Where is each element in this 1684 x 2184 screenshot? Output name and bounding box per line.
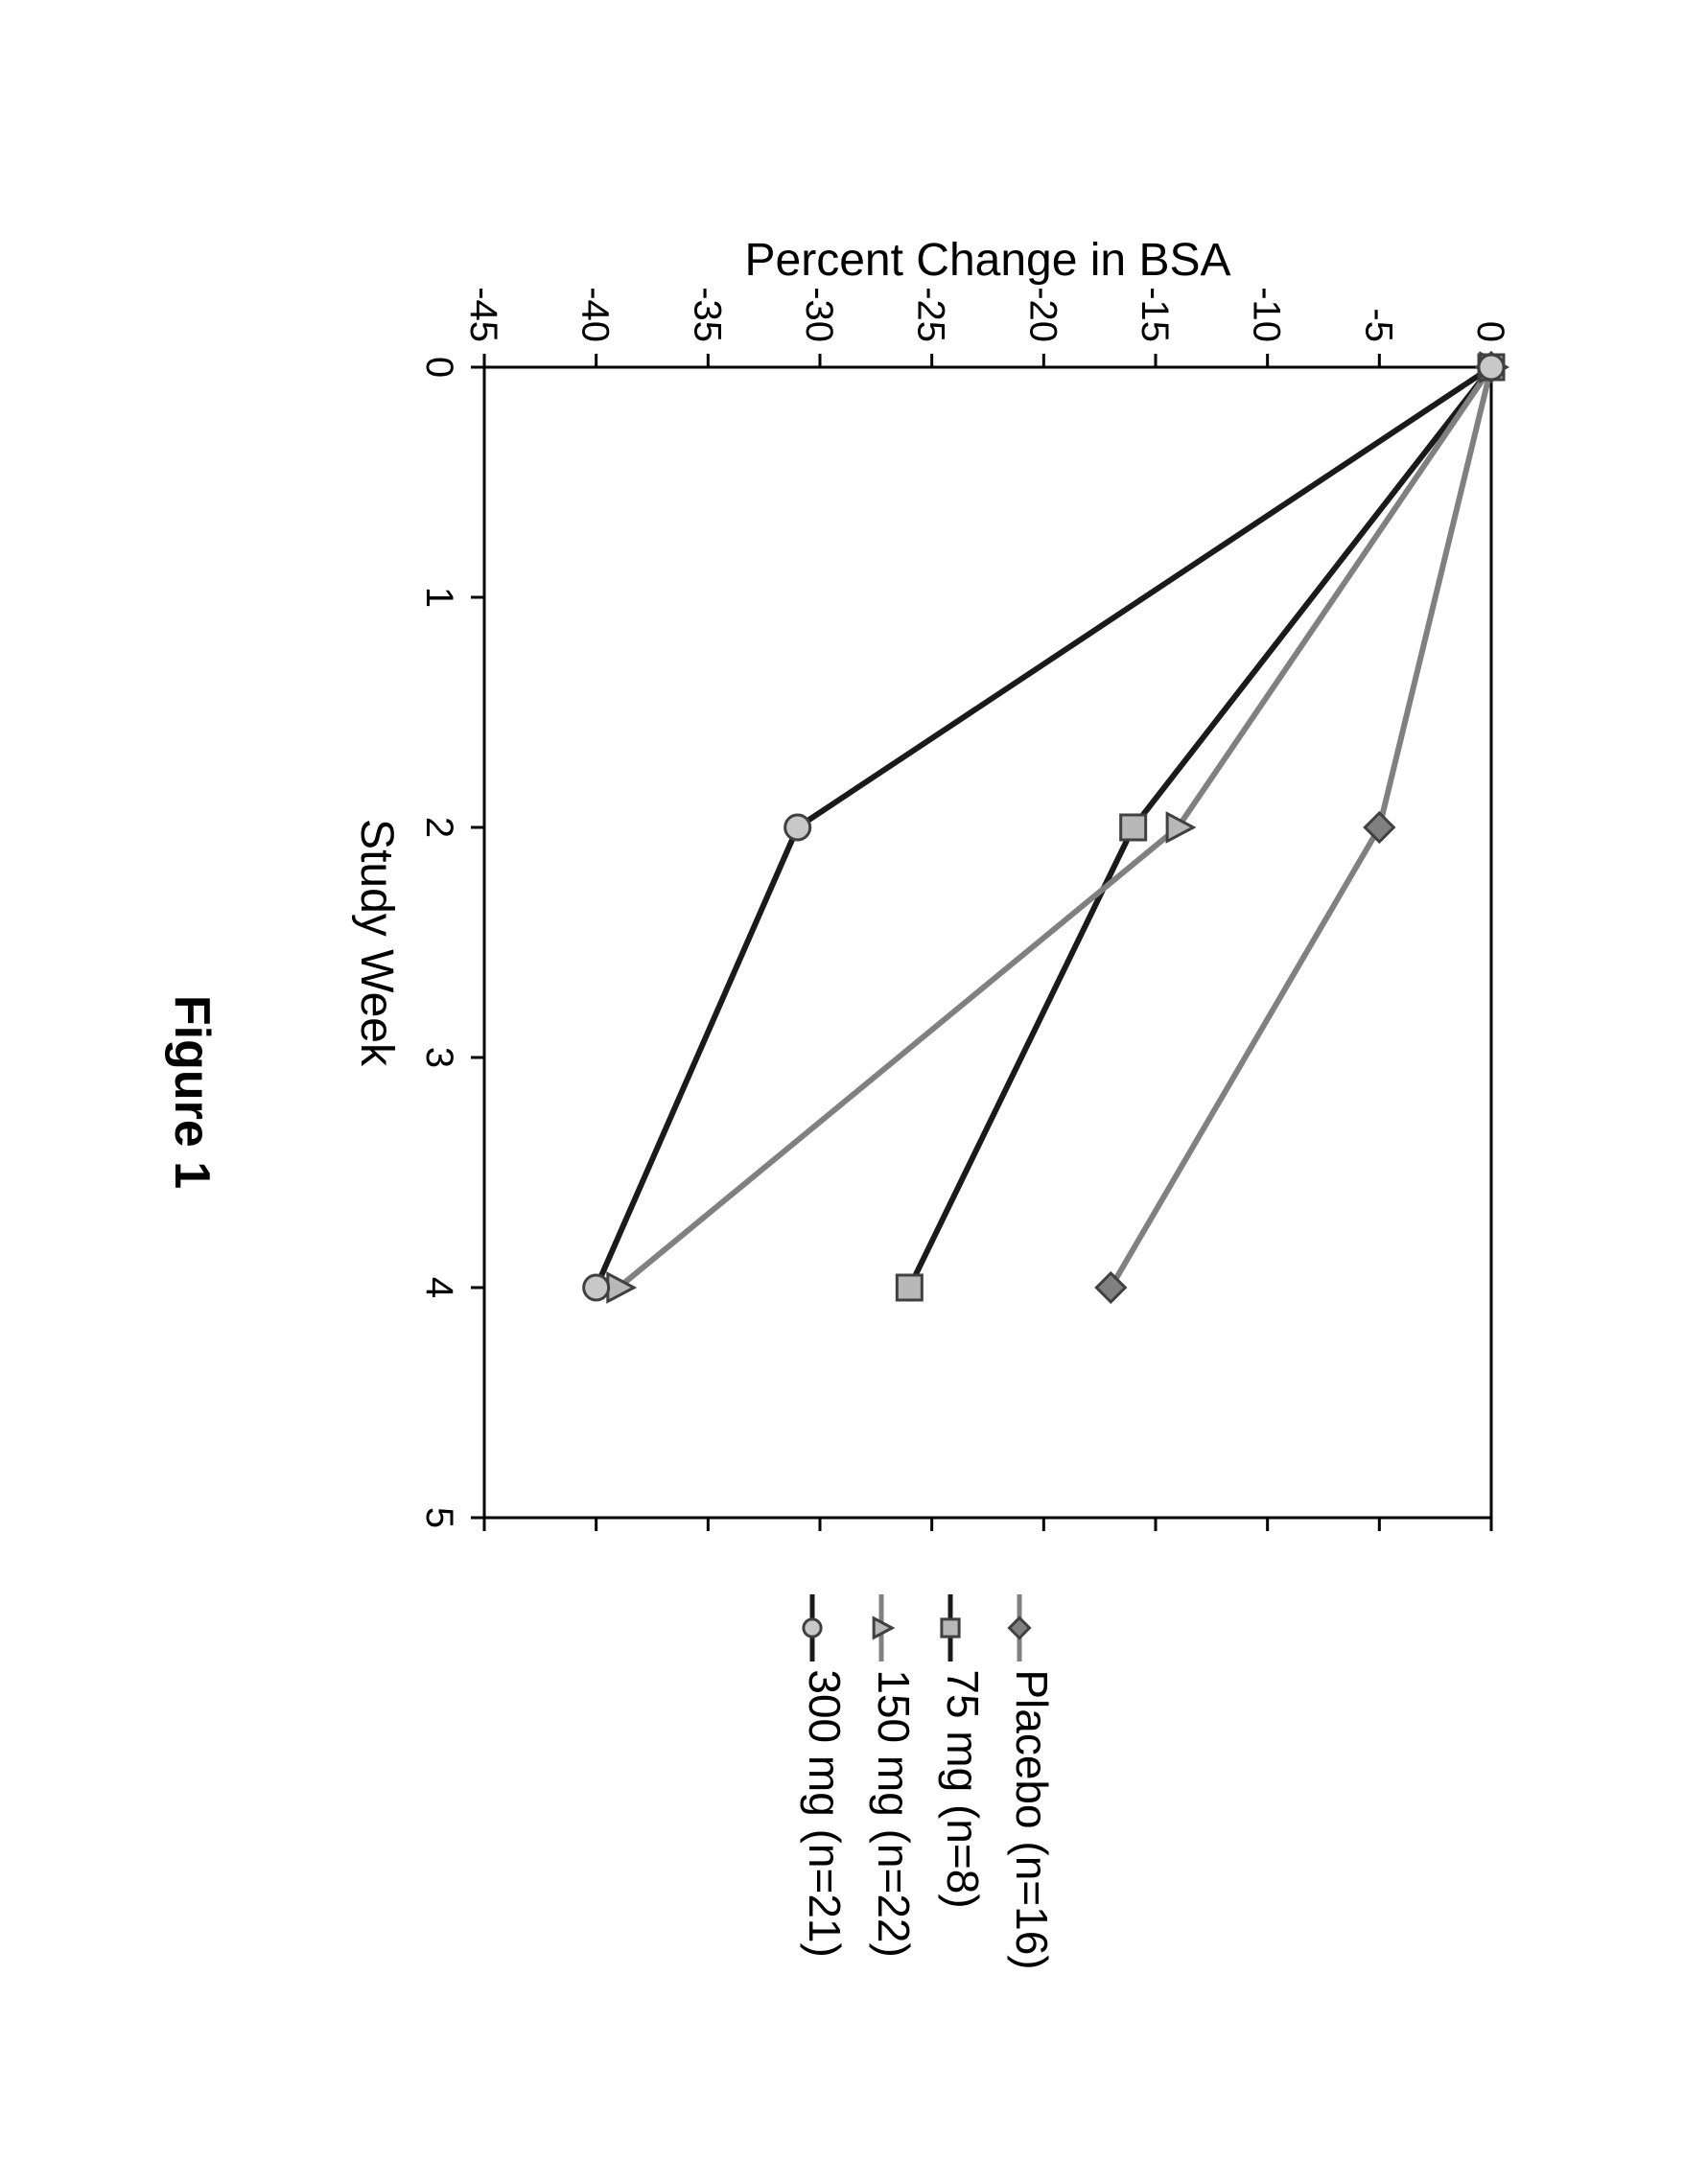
- line-chart: 0 1 2 3 4 5 0 -5 -10 -15 -20 -25 -30 -35 -40 -45 Study W…: [337, 214, 1521, 1537]
- svg-text:0: 0: [419, 357, 461, 378]
- legend-label: Placebo (n=16): [1006, 1669, 1058, 1969]
- svg-text:-10: -10: [1246, 288, 1288, 343]
- svg-text:-15: -15: [1134, 288, 1177, 343]
- svg-text:5: 5: [419, 1507, 461, 1528]
- rotated-wrapper: 0 1 2 3 4 5 0 -5 -10 -15 -20 -25 -30 -35 -40 -45 Study W…: [0, 0, 1684, 2184]
- svg-text:2: 2: [419, 817, 461, 838]
- legend-swatch: [948, 1594, 977, 1661]
- svg-text:Percent Change in BSA: Percent Change in BSA: [745, 235, 1231, 286]
- figure-label: Figure 1: [164, 995, 222, 1189]
- svg-text:3: 3: [419, 1047, 461, 1068]
- legend-item: Placebo (n=16): [1006, 1594, 1058, 1969]
- svg-text:0: 0: [1470, 321, 1512, 342]
- legend-label: 75 mg (n=8): [937, 1669, 989, 1908]
- legend-item: 75 mg (n=8): [937, 1594, 989, 1969]
- svg-text:-40: -40: [574, 288, 617, 343]
- svg-text:-5: -5: [1358, 309, 1400, 343]
- legend-swatch: [810, 1594, 839, 1661]
- chart-legend: Placebo (n=16) 75 mg (n=8) 150 mg (n=22)…: [799, 1594, 1058, 1969]
- legend-item: 300 mg (n=21): [799, 1594, 851, 1969]
- svg-text:-30: -30: [799, 288, 841, 343]
- svg-text:Study Week: Study Week: [352, 819, 403, 1067]
- svg-text:1: 1: [419, 587, 461, 608]
- svg-text:-25: -25: [910, 288, 952, 343]
- svg-text:-45: -45: [463, 288, 505, 343]
- legend-swatch: [879, 1594, 908, 1661]
- content-area: 0 1 2 3 4 5 0 -5 -10 -15 -20 -25 -30 -35 -40 -45 Study W…: [0, 0, 1684, 2184]
- legend-swatch: [1017, 1594, 1046, 1661]
- svg-text:4: 4: [419, 1277, 461, 1298]
- svg-text:-35: -35: [687, 288, 729, 343]
- legend-label: 300 mg (n=21): [799, 1669, 851, 1957]
- page: 0 1 2 3 4 5 0 -5 -10 -15 -20 -25 -30 -35 -40 -45 Study W…: [0, 0, 1684, 2184]
- svg-text:-20: -20: [1022, 288, 1064, 343]
- chart-row: 0 1 2 3 4 5 0 -5 -10 -15 -20 -25 -30 -35 -40 -45 Study W…: [337, 214, 1521, 1969]
- legend-item: 150 mg (n=22): [868, 1594, 920, 1969]
- legend-label: 150 mg (n=22): [868, 1669, 920, 1957]
